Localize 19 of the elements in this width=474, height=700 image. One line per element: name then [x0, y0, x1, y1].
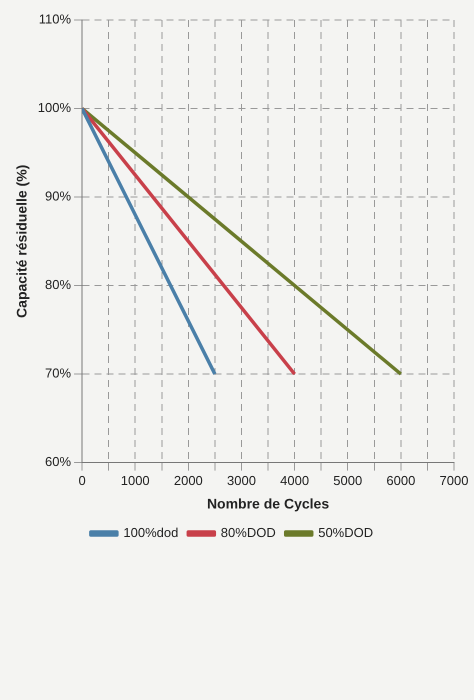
y-tick-label: 100%	[38, 100, 72, 116]
x-tick-label: 1000	[120, 472, 150, 488]
y-tick-label: 80%	[45, 277, 72, 292]
x-tick-label: 3000	[226, 472, 256, 488]
y-axis-title: Capacité résiduelle (%)	[13, 164, 30, 318]
y-tick-label: 90%	[45, 188, 72, 204]
y-tick-label: 110%	[38, 12, 72, 27]
legend-label: 50%DOD	[318, 525, 374, 540]
x-tick-label: 2000	[174, 472, 203, 488]
legend-label: 80%DOD	[220, 525, 276, 540]
y-tick-label: 60%	[45, 454, 72, 470]
x-tick-label: 6000	[386, 472, 416, 488]
legend-label: 100%dod	[123, 525, 178, 540]
x-tick-label: 4000	[280, 472, 310, 488]
x-tick-label: 5000	[333, 472, 362, 488]
y-tick-label: 70%	[45, 366, 72, 381]
x-axis-title: Nombre de Cycles	[206, 495, 330, 512]
x-tick-label: 0	[78, 472, 86, 488]
x-tick-label: 7000	[440, 472, 468, 488]
